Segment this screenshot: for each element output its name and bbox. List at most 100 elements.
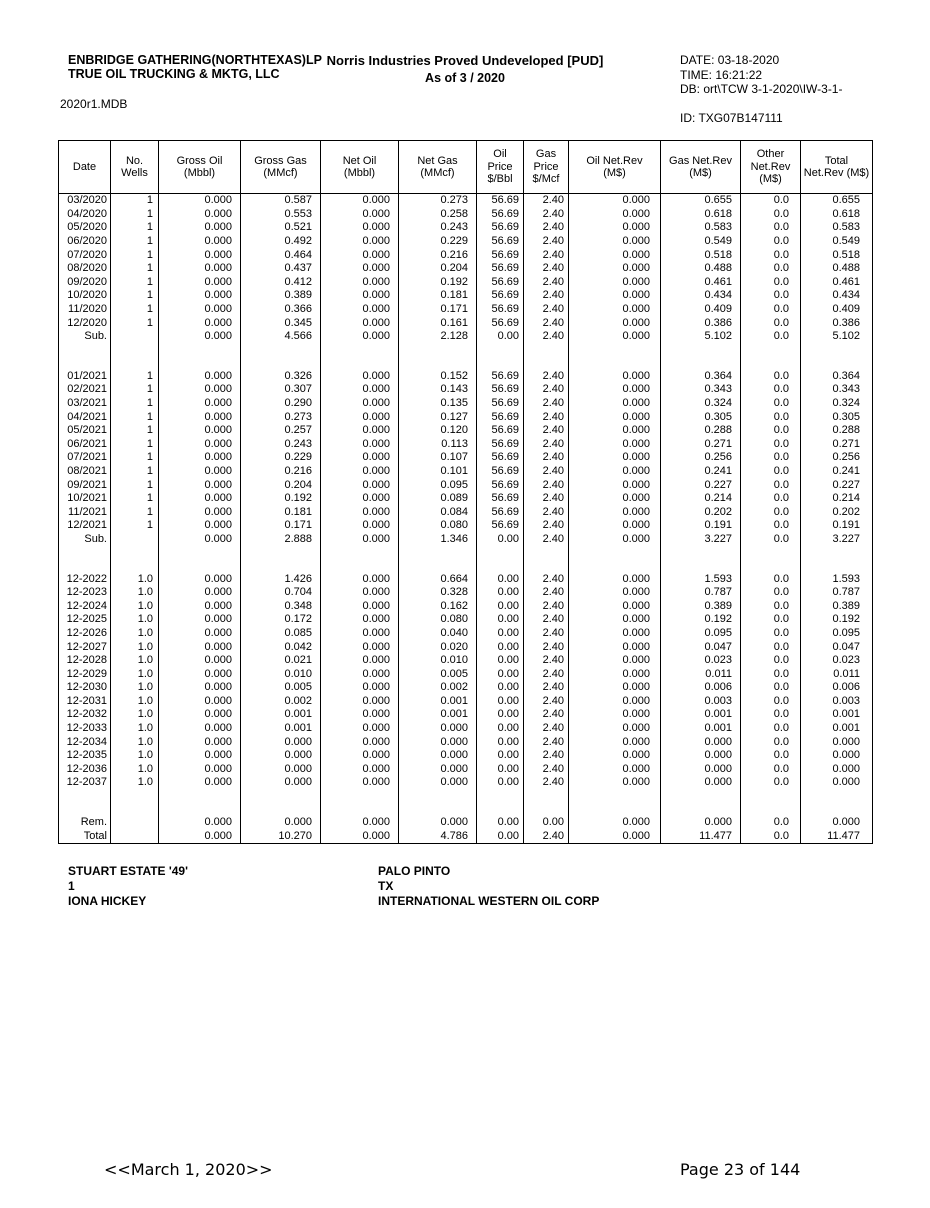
spacer-cell — [476, 343, 524, 370]
value-cell: 0.023 — [660, 653, 741, 668]
value-cell: 0.000 — [568, 234, 661, 249]
value-cell: 0.000 — [320, 708, 399, 722]
value-cell: 0.001 — [240, 721, 321, 736]
value-cell: 2.40 — [523, 762, 569, 777]
spacer-cell — [660, 343, 741, 370]
table-row: 05/2021 1 0.000 0.257 0.000 0.120 56.69 2.40 0.0… — [58, 423, 873, 438]
spacer-cell — [740, 546, 801, 573]
value-cell: 0.00 — [476, 829, 524, 844]
value-cell: 0.000 — [320, 626, 399, 641]
value-cell: 0.000 — [158, 464, 241, 479]
value-cell: 0.618 — [800, 207, 873, 222]
value-cell: 2.40 — [523, 640, 569, 654]
value-cell: 0.011 — [800, 667, 873, 681]
value-cell: 0.000 — [158, 451, 241, 465]
value-cell: 0.000 — [568, 815, 661, 830]
value-cell: 1.0 — [110, 653, 159, 668]
date-cell: 12-2026 — [58, 626, 111, 641]
value-cell: 1 — [110, 289, 159, 303]
value-cell: 0.000 — [568, 735, 661, 749]
date-cell: 09/2020 — [58, 275, 111, 290]
value-cell: 0.000 — [158, 519, 241, 533]
value-cell: 0.000 — [158, 316, 241, 330]
value-cell: 0.000 — [568, 748, 661, 763]
spacer-cell — [58, 546, 111, 573]
value-cell: 1 — [110, 451, 159, 465]
value-cell: 0.000 — [568, 329, 661, 344]
value-cell: 0.000 — [660, 776, 741, 790]
value-cell: 56.69 — [476, 316, 524, 330]
date-cell: 04/2020 — [58, 207, 111, 222]
value-cell: 0.000 — [320, 653, 399, 668]
date-cell: 08/2020 — [58, 261, 111, 276]
column-header: Oil Net.Rev (M$) — [568, 140, 661, 194]
value-cell: 0.618 — [660, 207, 741, 222]
value-cell: 1 — [110, 207, 159, 222]
report-title-block: Norris Industries Proved Undeveloped [PU… — [0, 53, 930, 86]
column-header: Other Net.Rev (M$) — [740, 140, 801, 194]
value-cell: 1.593 — [800, 572, 873, 586]
value-cell: 2.40 — [523, 776, 569, 790]
value-cell: 0.0 — [740, 694, 801, 709]
value-cell: 0.409 — [800, 302, 873, 317]
value-cell: 1.346 — [398, 532, 477, 547]
value-cell: 1.0 — [110, 681, 159, 695]
value-cell: 56.69 — [476, 302, 524, 317]
value-cell: 3.227 — [660, 532, 741, 547]
value-cell: 0.0 — [740, 207, 801, 222]
date-cell: 07/2020 — [58, 248, 111, 262]
value-cell: 0.000 — [158, 748, 241, 763]
date-cell: 06/2020 — [58, 234, 111, 249]
value-cell: 0.000 — [320, 383, 399, 397]
value-cell: 0.000 — [320, 207, 399, 222]
value-cell: 0.0 — [740, 234, 801, 249]
value-cell: 0.002 — [240, 694, 321, 709]
value-cell: 0.000 — [398, 748, 477, 763]
well-number: 1 — [68, 879, 75, 893]
value-cell: 0.0 — [740, 491, 801, 506]
value-cell: 56.69 — [476, 275, 524, 290]
value-cell: 56.69 — [476, 451, 524, 465]
table-row: 03/2020 1 0.000 0.587 0.000 0.273 56.69 2.40 0.0… — [58, 193, 873, 208]
value-cell: 0.000 — [158, 626, 241, 641]
value-cell: 0.0 — [740, 316, 801, 330]
spacer-cell — [568, 343, 661, 370]
value-cell: 0.389 — [660, 599, 741, 614]
value-cell: 0.0 — [740, 410, 801, 424]
value-cell: 0.214 — [660, 491, 741, 506]
report-db: DB: ort\TCW 3-1-2020\IW-3-1- — [680, 82, 843, 96]
value-cell: 0.000 — [660, 748, 741, 763]
value-cell: 0.001 — [800, 708, 873, 722]
value-cell: 0.000 — [158, 708, 241, 722]
value-cell: 0.084 — [398, 505, 477, 520]
value-cell: 0.348 — [240, 599, 321, 614]
value-cell: 0.000 — [320, 585, 399, 600]
value-cell: 0.0 — [740, 776, 801, 790]
value-cell: 0.000 — [568, 572, 661, 586]
value-cell: 1 — [110, 275, 159, 290]
column-header: Date — [58, 140, 111, 194]
value-cell: 0.162 — [398, 599, 477, 614]
value-cell: 2.40 — [523, 369, 569, 384]
spacer-cell — [58, 343, 111, 370]
value-cell: 0.0 — [740, 464, 801, 479]
table-row: 04/2020 1 0.000 0.553 0.000 0.258 56.69 2.40 0.0… — [58, 207, 873, 222]
value-cell: 0.00 — [476, 532, 524, 547]
value-cell: 0.000 — [320, 478, 399, 492]
value-cell: 0.000 — [568, 829, 661, 844]
value-cell: 0.521 — [240, 221, 321, 235]
date-cell: Sub. — [58, 532, 111, 547]
column-header: Net Gas (MMcf) — [398, 140, 477, 194]
date-cell: Sub. — [58, 329, 111, 344]
value-cell: 0.000 — [158, 193, 241, 208]
value-cell: 0.000 — [398, 776, 477, 790]
value-cell: 0.000 — [240, 762, 321, 777]
value-cell: 0.000 — [320, 776, 399, 790]
spacer-cell — [110, 546, 159, 573]
value-cell: 0.001 — [800, 721, 873, 736]
value-cell: 0.000 — [568, 302, 661, 317]
date-cell: 10/2020 — [58, 289, 111, 303]
value-cell: 0.000 — [158, 532, 241, 547]
value-cell: 1 — [110, 519, 159, 533]
value-cell: 0.000 — [320, 302, 399, 317]
